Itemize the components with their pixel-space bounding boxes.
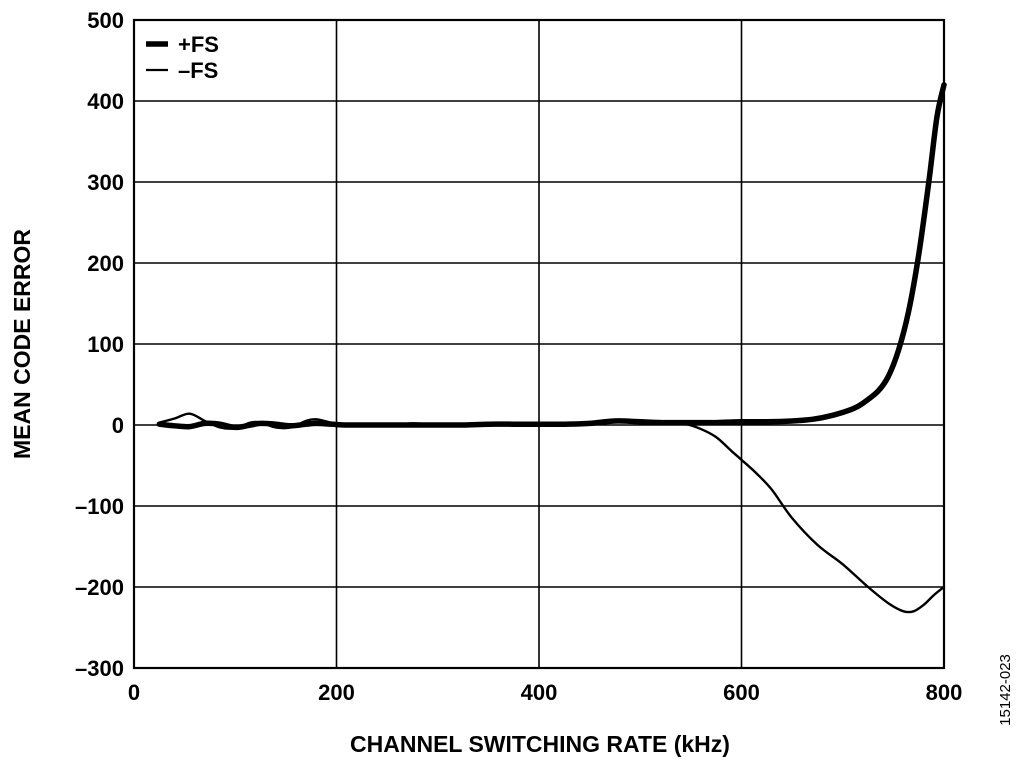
y-tick-label: –300 — [75, 656, 124, 681]
x-tick-label: 600 — [723, 680, 760, 705]
y-tick-label: 100 — [87, 332, 124, 357]
series-line-minus-fs — [158, 412, 946, 614]
x-tick-label: 400 — [521, 680, 558, 705]
x-axis-title: CHANNEL SWITCHING RATE (kHz) — [350, 731, 730, 757]
y-tick-label: –100 — [75, 494, 124, 519]
legend: +FS –FS — [146, 32, 219, 83]
y-tick-label: 400 — [87, 89, 124, 114]
x-tick-label: 800 — [926, 680, 963, 705]
y-axis-title: MEAN CODE ERROR — [9, 229, 35, 459]
grid-layer — [134, 20, 944, 668]
y-tick-label: 200 — [87, 251, 124, 276]
legend-label-minus-fs: –FS — [178, 58, 218, 83]
x-tick-label: 200 — [318, 680, 355, 705]
y-tick-label: 0 — [112, 413, 124, 438]
tick-label-layer: 0 200 400 600 800 –300 –200 –100 0 100 200 300 400 50… — [75, 8, 962, 705]
legend-label-plus-fs: +FS — [178, 32, 219, 57]
figure-id: 15142-023 — [997, 654, 1014, 726]
y-tick-label: 300 — [87, 170, 124, 195]
x-tick-label: 0 — [128, 680, 140, 705]
plot-frame — [132, 18, 946, 670]
y-tick-label: 500 — [87, 8, 124, 33]
series-layer — [156, 82, 947, 614]
y-tick-label: –200 — [75, 575, 124, 600]
series-line-plus-fs — [156, 82, 947, 431]
